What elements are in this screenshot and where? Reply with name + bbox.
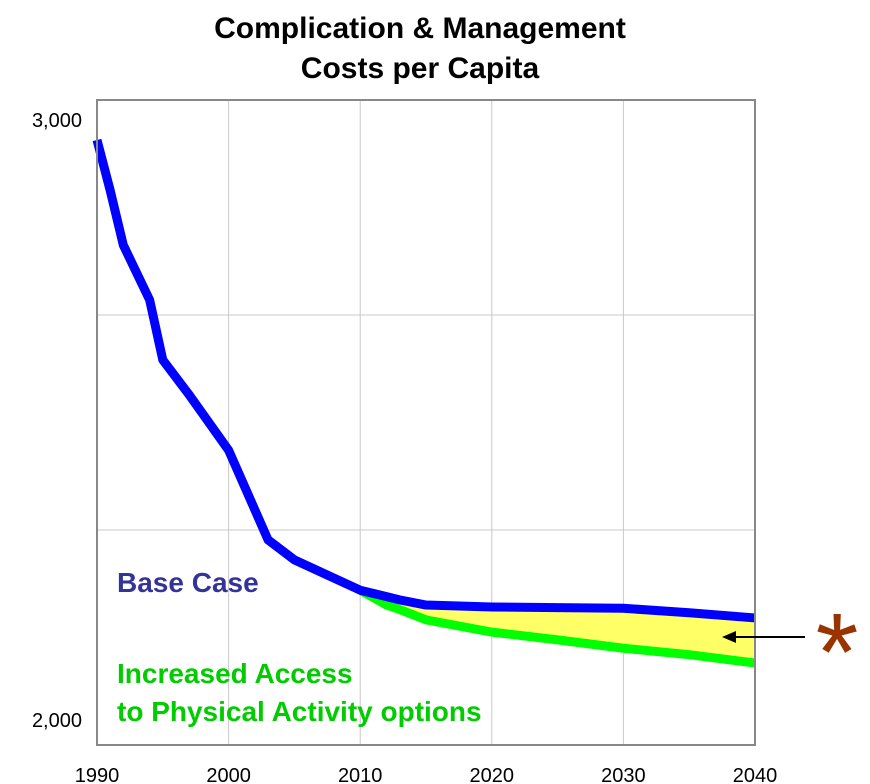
series-label: Base Case <box>117 567 259 598</box>
series-line <box>357 586 756 668</box>
y-tick-label: 3,000 <box>32 110 82 132</box>
x-tick-label: 2040 <box>733 765 778 784</box>
y-tick-label: 2,000 <box>32 710 82 732</box>
x-tick-label: 2010 <box>338 765 383 784</box>
x-tick-label: 2000 <box>206 765 251 784</box>
x-tick-label: 2030 <box>601 765 646 784</box>
plot-border <box>96 99 756 746</box>
chart-title: Costs per Capita <box>301 52 540 85</box>
x-tick-label: 2020 <box>470 765 515 784</box>
series-line <box>92 138 756 623</box>
series-label: to Physical Activity options <box>117 696 482 727</box>
arrowhead <box>722 631 736 643</box>
chart-title: Complication & Management <box>214 12 626 45</box>
annotation: * <box>816 591 859 714</box>
series-label: Increased Access <box>117 658 353 689</box>
x-tick-label: 1990 <box>75 765 120 784</box>
